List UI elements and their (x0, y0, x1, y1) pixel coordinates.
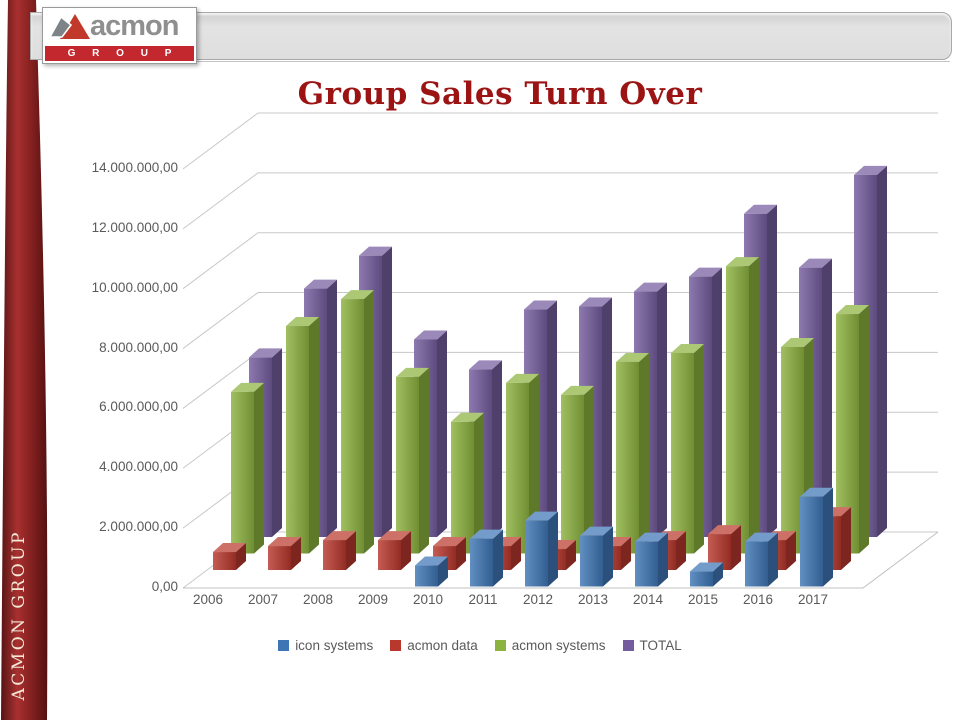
legend-label: acmon systems (511, 638, 606, 653)
x-axis-label: 2017 (797, 592, 829, 607)
bar-icon-systems-2010 (415, 556, 448, 587)
y-axis-label: 14.000.000,00 (91, 159, 178, 175)
bar-acmon-data-2008 (323, 531, 356, 570)
logo-row: acmon (43, 8, 196, 45)
x-axis-label: 2014 (632, 592, 664, 607)
legend-label: TOTAL (639, 638, 682, 653)
x-axis-label: 2016 (742, 592, 774, 607)
bar-acmon-systems-2006 (231, 382, 264, 554)
y-axis-label: 4.000.000,00 (99, 459, 178, 475)
legend-swatch (622, 640, 634, 651)
y-axis-label: 12.000.000,00 (91, 219, 178, 235)
x-axis-label: 2011 (468, 592, 498, 607)
sidebar-swoosh (1, 0, 48, 720)
bar-icon-systems-2012 (525, 511, 558, 587)
y-axis-label: 6.000.000,00 (99, 399, 178, 415)
x-axis-label: 2012 (522, 592, 554, 607)
bar-acmon-systems-2012 (561, 385, 594, 554)
bar-acmon-data-2009 (378, 531, 411, 570)
x-axis-label: 2009 (357, 592, 389, 607)
x-axis-label: 2008 (302, 592, 334, 607)
y-axis-label: 10.000.000,00 (91, 279, 178, 295)
gridline (182, 232, 938, 290)
bar-acmon-systems-2013 (616, 352, 649, 554)
x-axis-label: 2007 (247, 592, 279, 607)
y-axis-label: 8.000.000,00 (99, 339, 178, 355)
bar-acmon-systems-2017 (836, 305, 869, 554)
gridline (182, 112, 938, 170)
x-axis-label: 2015 (687, 592, 719, 607)
bar-icon-systems-2014 (635, 532, 668, 587)
bar-icon-systems-2013 (580, 526, 613, 587)
legend-swatch (278, 640, 290, 651)
bar-icon-systems-2011 (470, 529, 503, 587)
bar-acmon-systems-2009 (396, 367, 429, 554)
legend-item: acmon data (390, 638, 478, 653)
logo-group-text: G R O U P (67, 47, 179, 59)
legend-item: acmon systems (494, 638, 606, 653)
legend: icon systems acmon data acmon systems TOTAL (0, 638, 960, 653)
floor-edge (183, 531, 939, 589)
bar-icon-systems-2016 (745, 532, 778, 587)
bar-acmon-data-2015 (708, 525, 741, 570)
x-axis-label: 2010 (412, 592, 444, 607)
legend-swatch (390, 640, 402, 651)
header-underline (196, 61, 950, 62)
bar-acmon-systems-2010 (451, 412, 484, 554)
legend-swatch (494, 640, 506, 651)
legend-label: icon systems (295, 638, 374, 653)
bar-acmon-systems-2014 (671, 343, 704, 554)
y-axis-label: 2.000.000,00 (99, 519, 178, 535)
legend-label: acmon data (407, 638, 478, 653)
acmon-triangle-icon (48, 13, 90, 39)
bar-acmon-data-2006 (213, 543, 246, 570)
x-axis-label: 2013 (577, 592, 609, 607)
legend-item: TOTAL (622, 638, 682, 653)
logo: acmon G R O U P (42, 7, 197, 64)
bar-acmon-systems-2007 (286, 317, 319, 554)
x-axis-label: 2006 (192, 592, 224, 607)
logo-brand-text: acmon (90, 10, 179, 42)
bar-acmon-systems-2008 (341, 290, 374, 554)
y-axis-label: 0,00 (151, 579, 178, 594)
bar-acmon-data-2007 (268, 537, 301, 570)
bar-acmon-systems-2015 (726, 257, 759, 554)
legend-item: icon systems (278, 638, 373, 653)
bar-acmon-systems-2011 (506, 373, 539, 554)
logo-group-strip: G R O U P (45, 46, 194, 61)
bar-icon-systems-2015 (690, 562, 723, 587)
gridline (182, 172, 938, 230)
slide-title: Group Sales Turn Over (297, 76, 703, 112)
bar-icon-systems-2017 (800, 487, 833, 587)
